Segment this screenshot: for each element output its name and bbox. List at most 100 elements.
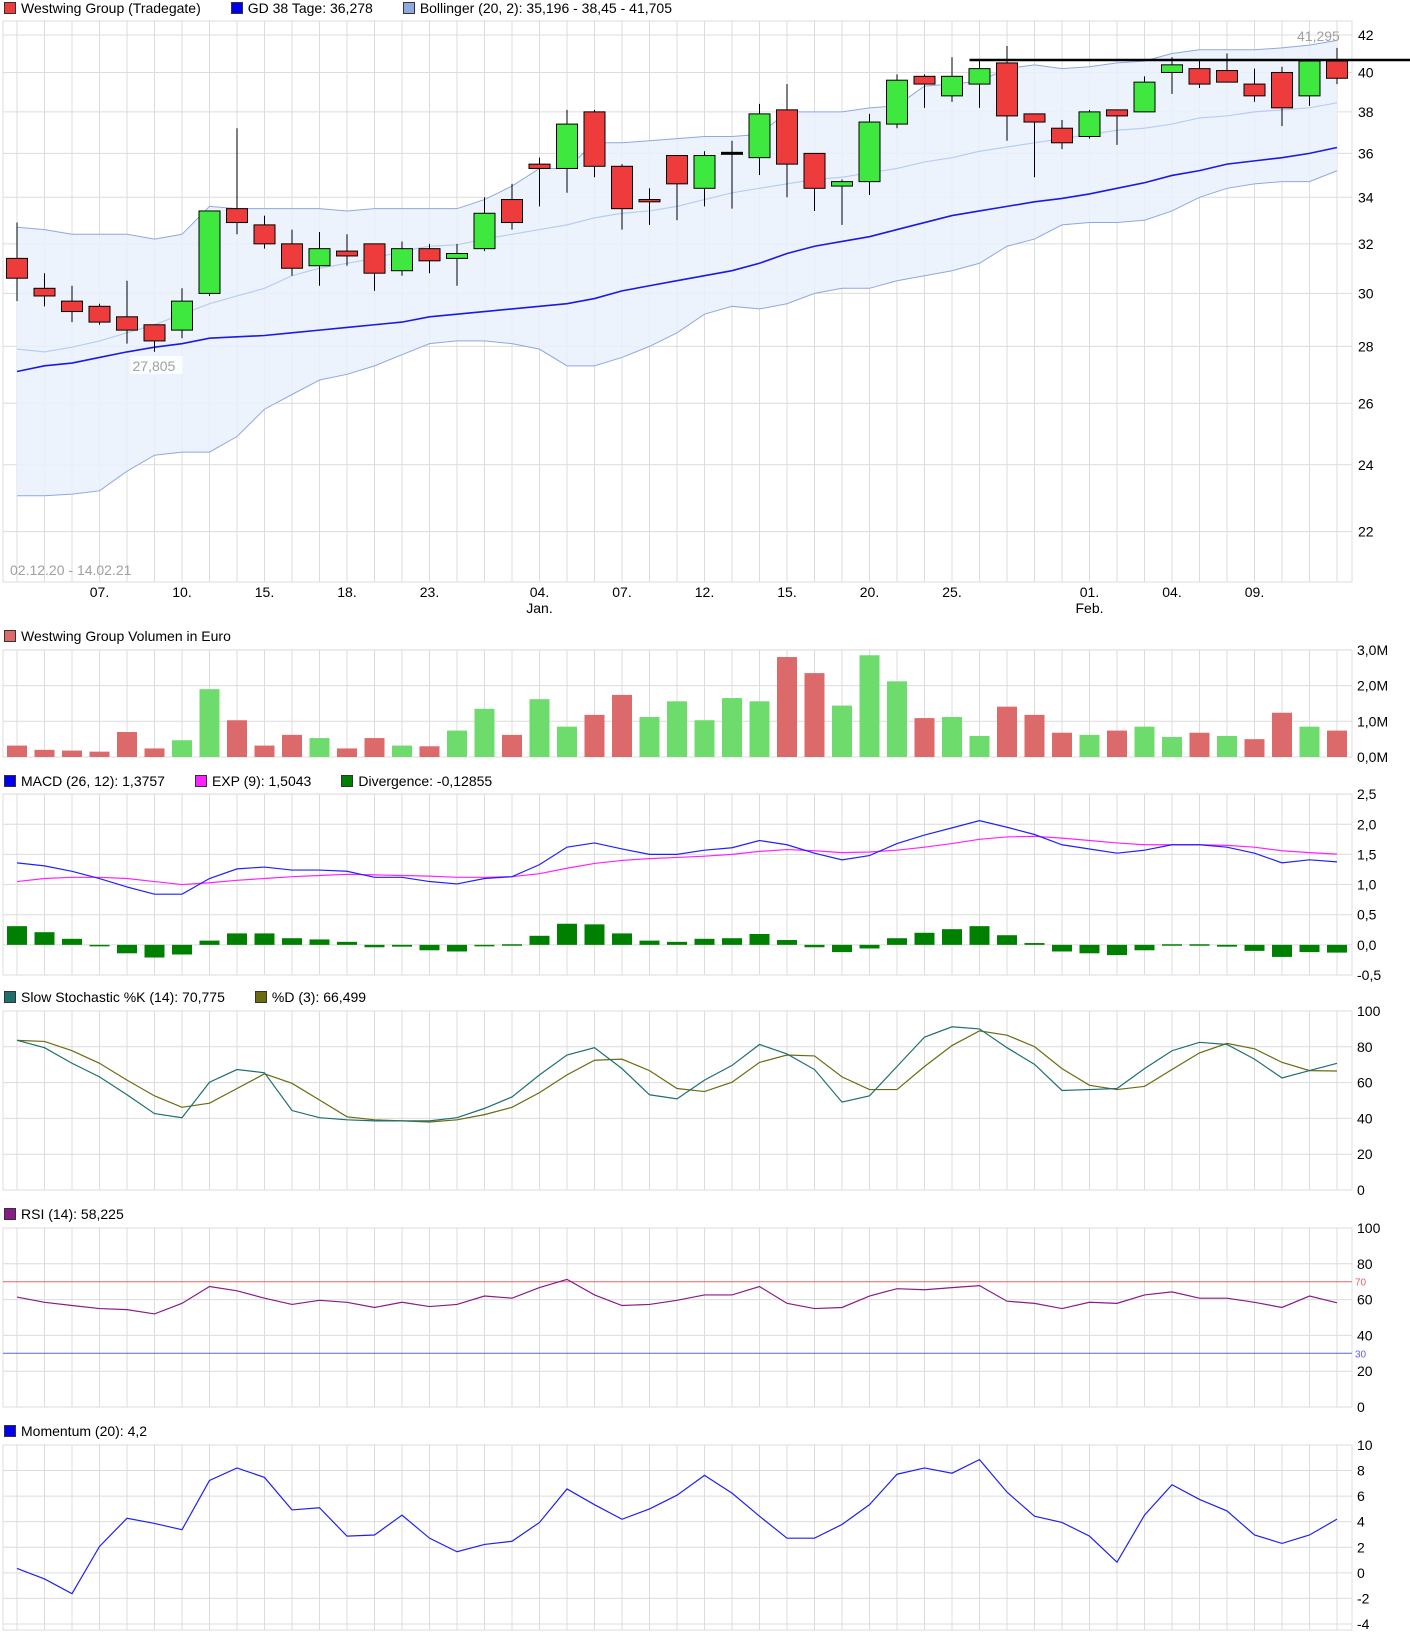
legend-item: %D (3): 66,499 [254, 989, 366, 1005]
volume-bar [969, 735, 990, 757]
price-axis-tick: 38 [1358, 104, 1374, 120]
legend-item: Bollinger (20, 2): 35,196 - 38,45 - 41,7… [402, 0, 672, 16]
legend-label: Westwing Group Volumen in Euro [21, 628, 231, 644]
price-axis-tick: 24 [1358, 457, 1374, 473]
momentum-axis-tick: 0 [1357, 1565, 1365, 1581]
candle-body [528, 163, 551, 169]
candle-body [1133, 81, 1156, 113]
divergence-bar [694, 938, 715, 945]
macd-legend: MACD (26, 12): 1,3757 EXP (9): 1,5043 Dive… [4, 773, 522, 789]
divergence-bar [364, 944, 385, 948]
legend-item: GD 38 Tage: 36,278 [230, 0, 373, 16]
divergence-bar [254, 933, 275, 945]
volume-bar [1244, 739, 1265, 757]
candle-body [858, 121, 881, 183]
rsi-axis-tick: 0 [1357, 1399, 1365, 1415]
stochastic-axis-tick: 80 [1357, 1039, 1373, 1055]
volume-bar [914, 718, 935, 757]
candle-body [198, 210, 221, 294]
macd-axis-tick: -0,5 [1357, 967, 1381, 983]
candle-body [1161, 64, 1183, 73]
momentum-axis-tick: -4 [1357, 1616, 1370, 1632]
low-value-label: 27,805 [133, 358, 176, 374]
volume-bar [89, 751, 110, 757]
legend-swatch [402, 2, 415, 14]
divergence-bar [529, 935, 550, 945]
momentum-line [16, 1458, 1338, 1595]
volume-bar [529, 699, 550, 757]
legend-swatch [4, 991, 16, 1003]
divergence-bar [639, 940, 660, 945]
legend-label: Divergence: -0,12855 [358, 773, 493, 789]
candle-body [638, 199, 661, 203]
divergence-bar [7, 926, 27, 945]
volume-bar [282, 734, 302, 757]
volume-bar [474, 708, 495, 757]
volume-bar [997, 706, 1017, 757]
rsi-legend: RSI (14): 58,225 [4, 1206, 154, 1222]
volume-bar [7, 745, 27, 757]
legend-label: GD 38 Tage: 36,278 [247, 0, 373, 16]
legend-swatch [4, 1208, 16, 1220]
candle-body [831, 181, 853, 187]
momentum-legend: Momentum (20): 4,2 [4, 1423, 177, 1439]
x-axis-tick: 20. [860, 584, 879, 600]
candle-body [1078, 111, 1101, 138]
candle-body [501, 199, 523, 224]
candle-body [1271, 71, 1293, 109]
volume-bar [1052, 732, 1072, 757]
x-axis-tick: 01. [1080, 584, 1099, 600]
legend-label: Bollinger (20, 2): 35,196 - 38,45 - 41,7… [419, 0, 672, 16]
bollinger-lower-line [17, 170, 1338, 497]
divergence-bar [969, 926, 990, 945]
volume-bar [749, 701, 770, 757]
price-axis-tick: 36 [1358, 145, 1374, 161]
candle-body [913, 75, 936, 85]
macd-axis-tick: 0,5 [1357, 907, 1377, 923]
divergence-bar [337, 941, 357, 945]
divergence-bar [557, 923, 577, 945]
divergence-bar [62, 938, 82, 945]
volume-bar [1327, 730, 1347, 757]
candle-body [1188, 68, 1211, 85]
momentum-axis-tick: -2 [1357, 1590, 1370, 1606]
price-axis-tick: 32 [1358, 236, 1374, 252]
volume-bar [942, 717, 962, 757]
candle-body [88, 305, 111, 323]
volume-bar [1217, 735, 1237, 757]
candle-body [6, 257, 28, 279]
divergence-bar [117, 944, 137, 954]
candle-body [391, 248, 413, 272]
legend-label: Slow Stochastic %K (14): 70,775 [21, 989, 225, 1005]
legend-swatch [194, 775, 207, 787]
candle-body [1023, 113, 1046, 123]
volume-bar [502, 734, 522, 757]
candle-body [666, 155, 688, 185]
stochastic-axis-tick: 20 [1357, 1146, 1373, 1162]
divergence-bar [1162, 944, 1182, 946]
legend-swatch [4, 2, 16, 14]
macd-axis-tick: 0,0 [1357, 937, 1377, 953]
volume-bar [309, 738, 330, 757]
candle-body [996, 62, 1018, 117]
x-axis-tick: 25. [942, 584, 961, 600]
divergence-bar [89, 944, 110, 947]
legend-swatch [4, 630, 16, 642]
legend-swatch [341, 775, 354, 787]
macd-axis-tick: 1,5 [1357, 846, 1377, 862]
candle-body [308, 248, 331, 267]
volume-bar [804, 673, 825, 757]
price-axis-tick: 26 [1358, 395, 1374, 411]
x-axis-tick: 04. [530, 584, 549, 600]
legend-swatch [230, 2, 243, 14]
stochastic-axis-tick: 100 [1357, 1003, 1381, 1019]
divergence-bar [1189, 944, 1210, 946]
volume-bar [722, 698, 742, 757]
candle-body [803, 152, 826, 189]
volume-bar [144, 748, 165, 757]
candle-body [473, 212, 496, 250]
candle-body [336, 250, 358, 257]
legend-label: MACD (26, 12): 1,3757 [21, 773, 165, 789]
divergence-bar [199, 940, 220, 945]
volume-bar [1299, 726, 1320, 757]
